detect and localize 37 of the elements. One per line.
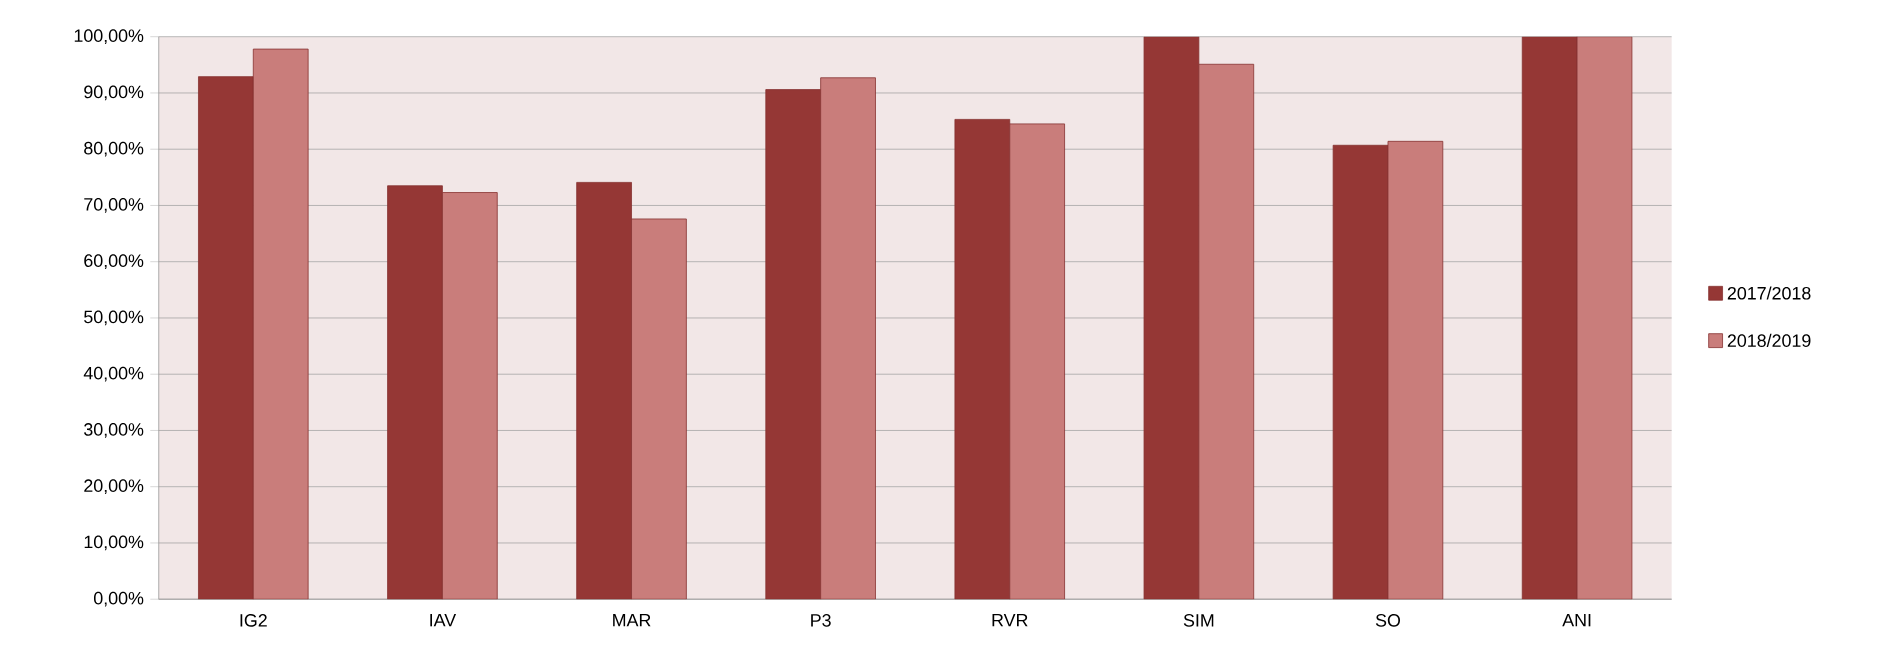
bar <box>765 89 822 600</box>
bar <box>1009 123 1065 600</box>
legend-label: 2018/2019 <box>1727 333 1811 348</box>
x-tick-label: IAV <box>430 614 457 627</box>
y-tick-label: 20,00% <box>84 479 144 495</box>
x-tick-label: P3 <box>811 614 831 627</box>
y-tick-label: 10,00% <box>84 535 144 551</box>
bar <box>1143 36 1200 600</box>
y-tick-label: 70,00% <box>84 198 144 213</box>
y-tick-label: 80,00% <box>84 141 144 157</box>
y-tick-label: 30,00% <box>84 423 144 438</box>
x-tick-label: RVR <box>992 614 1028 627</box>
bar <box>631 218 687 600</box>
y-tick-label: 90,00% <box>84 85 144 101</box>
bar <box>1332 145 1389 600</box>
bar <box>387 185 443 600</box>
bar <box>442 192 498 600</box>
bar <box>954 119 1011 600</box>
bar <box>252 48 309 600</box>
bar <box>1387 141 1444 600</box>
y-tick-label: 60,00% <box>84 254 144 270</box>
bar <box>1198 64 1255 600</box>
bar <box>1576 36 1633 600</box>
y-tick-label: 100,00% <box>74 29 144 45</box>
bar <box>576 182 632 600</box>
x-tick-label: SO <box>1375 614 1401 627</box>
x-tick-label: MAR <box>613 614 651 627</box>
x-tick-label: ANI <box>1562 614 1591 627</box>
bar <box>820 77 876 600</box>
bar <box>198 76 254 600</box>
x-tick-label: SIM <box>1183 614 1214 627</box>
x-tick-label: IG2 <box>240 614 267 627</box>
y-tick-label: 40,00% <box>83 366 144 382</box>
bar <box>1521 36 1578 600</box>
legend-label: 2017/2018 <box>1727 286 1811 300</box>
y-tick-label: 50,00% <box>84 310 144 326</box>
y-tick-label: 0,00% <box>93 591 144 607</box>
